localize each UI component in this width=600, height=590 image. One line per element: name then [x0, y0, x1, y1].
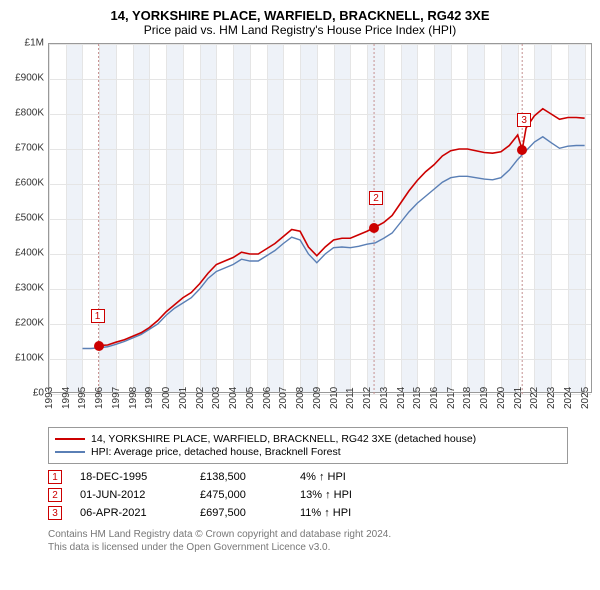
chart-lines — [49, 44, 593, 394]
sale-row-pct: 11% ↑ HPI — [300, 507, 410, 519]
x-tick-label: 2018 — [462, 387, 473, 409]
x-tick-label: 2025 — [580, 387, 591, 409]
legend-label: 14, YORKSHIRE PLACE, WARFIELD, BRACKNELL… — [91, 433, 476, 445]
sale-row: 3 06-APR-2021£697,50011% ↑ HPI — [48, 506, 568, 520]
y-tick-label: £300K — [15, 283, 44, 294]
sale-marker-label: 1 — [91, 309, 105, 323]
sale-row-price: £138,500 — [200, 471, 300, 483]
x-tick-label: 2009 — [312, 387, 323, 409]
sale-row-num: 3 — [48, 506, 62, 520]
sale-marker-dot — [369, 223, 379, 233]
x-tick-label: 2017 — [446, 387, 457, 409]
y-tick-label: £200K — [15, 318, 44, 329]
footer-line-1: Contains HM Land Registry data © Crown c… — [48, 528, 592, 541]
x-tick-label: 1997 — [111, 387, 122, 409]
x-tick-label: 2021 — [513, 387, 524, 409]
chart-title: 14, YORKSHIRE PLACE, WARFIELD, BRACKNELL… — [8, 8, 592, 23]
x-tick-label: 2010 — [329, 387, 340, 409]
x-tick-label: 1993 — [44, 387, 55, 409]
sale-row: 2 01-JUN-2012£475,00013% ↑ HPI — [48, 488, 568, 502]
sale-row-price: £697,500 — [200, 507, 300, 519]
legend-swatch — [55, 451, 85, 453]
y-tick-label: £1M — [25, 38, 44, 49]
x-tick-label: 2004 — [228, 387, 239, 409]
x-tick-label: 2014 — [396, 387, 407, 409]
y-tick-label: £0 — [33, 388, 44, 399]
x-tick-label: 2008 — [295, 387, 306, 409]
sale-row-num: 1 — [48, 470, 62, 484]
footer-attribution: Contains HM Land Registry data © Crown c… — [48, 528, 592, 554]
x-tick-label: 2006 — [262, 387, 273, 409]
legend-label: HPI: Average price, detached house, Brac… — [91, 446, 341, 458]
y-tick-label: £700K — [15, 143, 44, 154]
sale-row-pct: 4% ↑ HPI — [300, 471, 410, 483]
x-tick-label: 1994 — [61, 387, 72, 409]
sale-row-pct: 13% ↑ HPI — [300, 489, 410, 501]
legend-swatch — [55, 438, 85, 440]
sale-row: 1 18-DEC-1995£138,5004% ↑ HPI — [48, 470, 568, 484]
legend-item: HPI: Average price, detached house, Brac… — [55, 446, 561, 458]
y-tick-label: £500K — [15, 213, 44, 224]
plot-area: 1 2 3 — [48, 43, 592, 393]
x-tick-label: 2005 — [245, 387, 256, 409]
sale-row-price: £475,000 — [200, 489, 300, 501]
y-tick-label: £400K — [15, 248, 44, 259]
x-tick-label: 2007 — [278, 387, 289, 409]
x-tick-label: 1995 — [77, 387, 88, 409]
sale-marker-dot — [517, 145, 527, 155]
x-tick-label: 1998 — [128, 387, 139, 409]
y-tick-label: £600K — [15, 178, 44, 189]
sale-row-date: 06-APR-2021 — [80, 507, 200, 519]
x-tick-label: 2016 — [429, 387, 440, 409]
footer-line-2: This data is licensed under the Open Gov… — [48, 541, 592, 554]
sale-marker-label: 3 — [517, 113, 531, 127]
y-tick-label: £100K — [15, 353, 44, 364]
chart-area: £0 £100K £200K £300K £400K £500K £600K £700K £80… — [8, 43, 592, 423]
x-axis: 1993199419951996199719981999200020012002… — [48, 393, 592, 423]
sale-marker-dot — [94, 341, 104, 351]
x-tick-label: 2003 — [211, 387, 222, 409]
y-axis: £0£100K£200K£300K£400K£500K£600K£700K£80… — [8, 43, 48, 393]
x-tick-label: 2020 — [496, 387, 507, 409]
legend: 14, YORKSHIRE PLACE, WARFIELD, BRACKNELL… — [48, 427, 568, 464]
x-tick-label: 2011 — [345, 387, 356, 409]
x-tick-label: 2000 — [161, 387, 172, 409]
sales-table: 1 18-DEC-1995£138,5004% ↑ HPI 2 01-JUN-2012… — [48, 470, 568, 520]
sale-marker-label: 2 — [369, 191, 383, 205]
chart-subtitle: Price paid vs. HM Land Registry's House … — [8, 23, 592, 37]
x-tick-label: 2022 — [529, 387, 540, 409]
x-tick-label: 2013 — [379, 387, 390, 409]
x-tick-label: 2001 — [178, 387, 189, 409]
y-tick-label: £900K — [15, 73, 44, 84]
x-tick-label: 2019 — [479, 387, 490, 409]
x-tick-label: 2015 — [412, 387, 423, 409]
x-tick-label: 2023 — [546, 387, 557, 409]
sale-row-date: 18-DEC-1995 — [80, 471, 200, 483]
legend-item: 14, YORKSHIRE PLACE, WARFIELD, BRACKNELL… — [55, 433, 561, 445]
x-tick-label: 2012 — [362, 387, 373, 409]
x-tick-label: 2024 — [563, 387, 574, 409]
x-tick-label: 1999 — [144, 387, 155, 409]
sale-row-num: 2 — [48, 488, 62, 502]
y-tick-label: £800K — [15, 108, 44, 119]
x-tick-label: 2002 — [195, 387, 206, 409]
sale-row-date: 01-JUN-2012 — [80, 489, 200, 501]
x-tick-label: 1996 — [94, 387, 105, 409]
